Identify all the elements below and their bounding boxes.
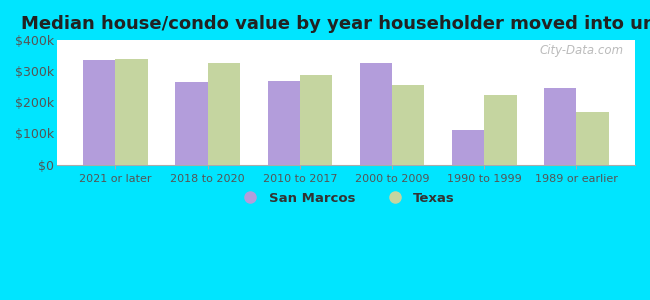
Text: City-Data.com: City-Data.com	[540, 44, 623, 57]
Legend: San Marcos, Texas: San Marcos, Texas	[231, 187, 460, 210]
Bar	[176, 82, 207, 165]
Bar	[116, 59, 148, 165]
Bar	[360, 63, 392, 165]
Bar	[484, 94, 517, 165]
Bar	[544, 88, 577, 165]
Bar	[452, 130, 484, 165]
Bar	[268, 81, 300, 165]
Bar	[392, 85, 424, 165]
Title: Median house/condo value by year householder moved into unit: Median house/condo value by year househo…	[21, 15, 650, 33]
Bar	[300, 75, 332, 165]
Bar	[577, 112, 608, 165]
Bar	[83, 60, 116, 165]
Bar	[207, 63, 240, 165]
